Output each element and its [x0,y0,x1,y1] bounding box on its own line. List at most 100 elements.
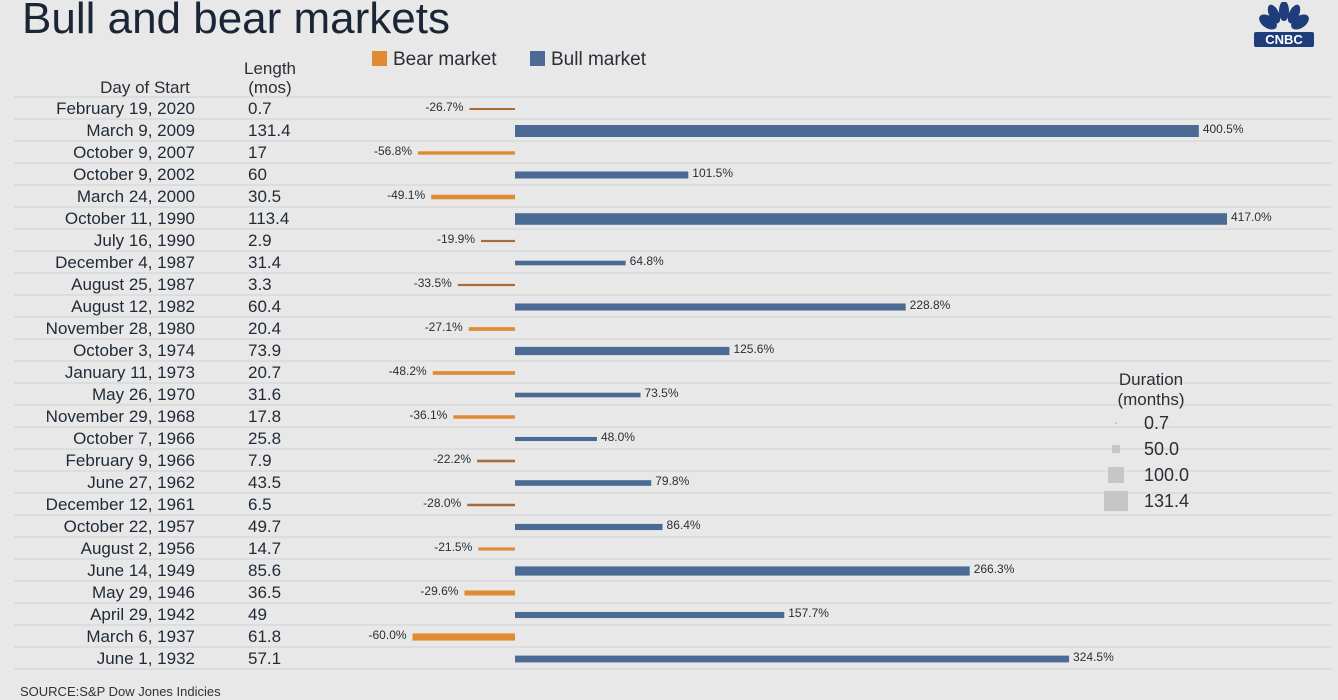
legend-item-bear: Bear market [372,49,496,71]
row-25-date: March 6, 1937 [86,627,195,646]
column-header-length-text: Length (mos) [244,59,296,97]
row-21-date: August 2, 1956 [81,539,195,558]
row-6-length: 113.4 [248,209,289,228]
row-17-bear-bar [477,459,515,463]
row-9-date: August 25, 1987 [71,275,195,294]
row-20-value-label: 86.4% [667,518,701,532]
duration-swatch [1104,491,1128,511]
row-3-bear-bar [418,151,515,155]
legend-swatch-bear [372,51,387,66]
row-6-date: October 11, 1990 [65,209,195,228]
row-9-length: 3.3 [248,275,272,294]
row-15-date: November 29, 1968 [46,407,195,426]
row-26-value-label: 324.5% [1073,650,1114,664]
row-18-date: June 27, 1962 [87,473,195,492]
source-note: SOURCE:S&P Dow Jones Indicies [20,684,221,699]
row-13-length: 20.7 [248,363,281,382]
duration-legend: Duration (months) 0.7 50.0 100.0 131.4 [1096,370,1206,514]
row-24-date: April 29, 1942 [90,605,195,624]
row-15-bear-bar [453,415,515,419]
row-5-date: March 24, 2000 [77,187,195,206]
duration-swatch [1108,467,1124,483]
row-16-date: October 7, 1966 [73,429,195,448]
row-20-length: 49.7 [248,517,281,536]
row-4-length: 60 [248,165,267,184]
row-18-bull-bar [515,480,652,486]
row-19-bear-bar [467,503,515,507]
row-2-length: 131.4 [248,121,291,140]
row-11-date: November 28, 1980 [46,319,195,338]
row-2-value-label: 400.5% [1203,122,1244,136]
duration-legend-item: 0.7 [1096,410,1206,436]
row-22-length: 85.6 [248,561,281,580]
row-18-length: 43.5 [248,473,281,492]
row-1-length: 0.7 [248,99,272,118]
row-24-bull-bar [515,611,785,619]
row-15-length: 17.8 [248,407,281,426]
row-25-length: 61.8 [248,627,281,646]
row-1-value-label: -26.7% [425,100,463,114]
row-7-length: 2.9 [248,231,272,250]
row-16-bull-bar [515,436,597,442]
row-9-value-label: -33.5% [414,276,452,290]
row-26-date: June 1, 1932 [97,649,195,668]
row-19-date: December 12, 1961 [46,495,195,514]
row-26-length: 57.1 [248,649,281,668]
duration-label: 50.0 [1144,439,1180,459]
duration-legend-item: 100.0 [1096,462,1206,488]
row-11-length: 20.4 [248,319,281,338]
row-22-bull-bar [515,566,970,576]
row-5-bear-bar [431,194,515,200]
row-1-bear-bar [469,108,515,110]
row-20-date: October 22, 1957 [64,517,195,536]
row-21-length: 14.7 [248,539,281,558]
row-21-bear-bar [478,547,515,551]
row-14-value-label: 73.5% [644,386,678,400]
column-header-day-of-start: Day of Start [100,78,190,97]
legend-item-bull: Bull market [530,49,646,71]
row-14-date: May 26, 1970 [92,385,195,404]
row-8-date: December 4, 1987 [55,253,195,272]
row-5-value-label: -49.1% [387,188,425,202]
row-1-date: February 19, 2020 [56,99,195,118]
row-2-bull-bar [515,125,1199,137]
row-17-value-label: -22.2% [433,452,471,466]
row-15-value-label: -36.1% [409,408,447,422]
legend-label-bear: Bear market [393,49,497,70]
row-8-bull-bar [515,260,626,266]
row-11-bear-bar [468,327,515,331]
row-17-length: 7.9 [248,451,272,470]
row-14-bull-bar [515,392,641,398]
row-12-length: 73.9 [248,341,281,360]
row-19-value-label: -28.0% [423,496,461,510]
row-24-value-label: 157.7% [788,606,829,620]
duration-legend-item: 50.0 [1096,436,1206,462]
row-6-value-label: 417.0% [1231,210,1272,224]
row-22-date: June 14, 1949 [87,561,195,580]
row-16-value-label: 48.0% [601,430,635,444]
duration-swatch [1115,422,1117,424]
row-10-bull-bar [515,303,906,311]
row-26-bull-bar [515,655,1070,663]
row-3-value-label: -56.8% [374,144,412,158]
logo-text: CNBC [1265,32,1303,47]
row-22-value-label: 266.3% [974,562,1015,576]
row-4-bull-bar [515,171,689,179]
row-7-date: July 16, 1990 [94,231,195,250]
row-16-length: 25.8 [248,429,281,448]
row-2-date: March 9, 2009 [86,121,195,140]
row-20-bull-bar [515,523,663,531]
row-24-length: 49 [248,605,267,624]
row-23-bear-bar [464,590,515,596]
duration-label: 0.7 [1144,413,1170,433]
row-13-bear-bar [432,371,515,375]
row-13-value-label: -48.2% [389,364,427,378]
row-18-value-label: 79.8% [655,474,689,488]
duration-legend-item: 131.4 [1096,488,1206,514]
nbc-peacock-icon: CNBC [1252,1,1316,48]
row-7-value-label: -19.9% [437,232,475,246]
duration-legend-title: Duration (months) [1117,370,1185,409]
row-14-length: 31.6 [248,385,281,404]
row-6-bull-bar [515,213,1227,225]
